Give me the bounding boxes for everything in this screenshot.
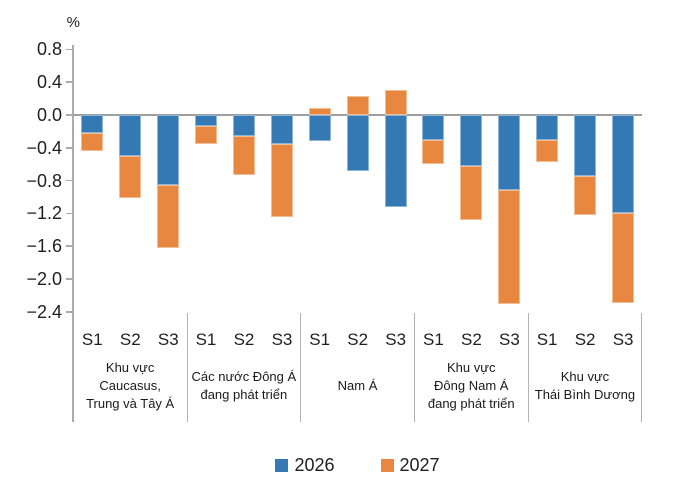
group-label-line: đang phát triển: [200, 387, 288, 402]
group-label-line: Khu vực: [105, 360, 155, 375]
x-axis-scenario-label: S2: [119, 330, 141, 349]
y-axis-tick: [66, 81, 73, 83]
bar-2026-segment: [498, 115, 521, 190]
legend-label: 2026: [294, 454, 335, 475]
bar-2027-segment: [346, 96, 369, 115]
y-axis-tick-label: −2.0: [26, 269, 62, 289]
y-axis-tick: [66, 179, 73, 182]
bar-2026-segment: [346, 115, 369, 171]
bar-2026-segment: [157, 115, 180, 185]
group-label-line: Thái Bình Dương: [534, 387, 636, 402]
y-axis-tick: [66, 48, 73, 51]
y-axis-tick: [66, 147, 73, 149]
bar-2026-segment: [422, 115, 445, 140]
y-axis-tick-label: 0.8: [36, 39, 62, 60]
group-label-line: Caucasus,: [99, 378, 161, 393]
legend-item-2026: 2026: [275, 454, 335, 476]
group-label-line: Nam Á: [337, 378, 378, 393]
y-axis-tick-label: −1.2: [26, 203, 62, 224]
x-axis-group-label: Nam Á: [301, 377, 415, 395]
bar-2027-segment: [233, 135, 255, 175]
group-separator: [527, 313, 529, 422]
bar-2027-segment: [574, 175, 597, 216]
y-axis-tick: [66, 311, 73, 313]
bar-2026-segment: [271, 115, 293, 144]
y-axis-unit-label: %: [66, 14, 80, 31]
legend: 2026 2027: [73, 452, 642, 478]
bar-2027-segment: [536, 139, 559, 162]
bar-2026-segment: [233, 115, 255, 136]
y-axis-tick: [66, 212, 73, 215]
group-separator: [300, 313, 302, 422]
legend-label: 2027: [399, 454, 440, 475]
x-axis-scenario-label: S3: [271, 330, 293, 349]
x-axis-scenario-label: S3: [612, 330, 634, 349]
bar-2026-segment: [195, 115, 217, 127]
legend-swatch-icon: [275, 458, 289, 472]
group-label-line: Khu vực: [560, 369, 610, 384]
y-axis-tick: [66, 114, 73, 116]
x-axis-group-label: Khu vực Caucasus, Trung và Tây Á: [73, 359, 187, 413]
bar-2027-segment: [498, 189, 521, 304]
bar-2026-segment: [574, 115, 597, 176]
group-separator: [186, 313, 188, 422]
y-axis-tick-label: −1.6: [26, 236, 62, 257]
bar-2026-segment: [536, 115, 559, 140]
y-axis-tick-label: −0.4: [26, 137, 62, 158]
group-label-line: Trung và Tây Á: [86, 396, 175, 411]
group-label-line: Đông Nam Á: [434, 378, 509, 393]
bar-2027-segment: [119, 156, 142, 198]
bar-2027-segment: [460, 165, 483, 220]
x-axis-scenario-label: S3: [385, 330, 407, 349]
legend-item-2027: 2027: [380, 454, 440, 476]
group-label-line: Các nước Đông Á: [191, 369, 297, 384]
bar-2026-segment: [81, 115, 104, 134]
y-axis-tick-label: −0.8: [26, 170, 62, 191]
bar-2026-segment: [612, 115, 635, 214]
x-axis-scenario-label: S3: [498, 330, 520, 349]
y-axis-tick: [66, 245, 73, 247]
x-axis-scenario-label: S2: [460, 330, 482, 349]
group-separator: [413, 313, 415, 422]
y-axis-tick: [66, 278, 73, 280]
bar-2026-segment: [384, 115, 407, 207]
y-axis-tick-label: 0.4: [36, 72, 62, 93]
bar-2027-segment: [271, 143, 293, 218]
group-label-line: Khu vực: [447, 360, 496, 375]
bar-2026-segment: [308, 115, 331, 142]
x-axis-scenario-label: S2: [347, 330, 369, 349]
x-axis-scenario-label: S2: [233, 330, 255, 349]
x-axis-group-label: Các nước Đông Á đang phát triển: [187, 368, 301, 404]
bar-2027-segment: [81, 133, 104, 152]
bar-2027-segment: [157, 184, 180, 248]
bar-2027-segment: [422, 139, 445, 165]
bar-2027-segment: [384, 90, 407, 115]
x-axis-scenario-label: S2: [574, 330, 596, 349]
y-axis-line: [72, 45, 74, 422]
x-axis-group-label: Khu vực Thái Bình Dương: [528, 368, 642, 404]
bar-2026-segment: [460, 115, 483, 166]
group-label-line: đang phát triển: [427, 396, 515, 411]
x-axis-scenario-label: S1: [195, 330, 217, 349]
x-axis-scenario-label: S1: [536, 330, 558, 349]
x-axis-scenario-label: S1: [81, 330, 103, 349]
y-axis-tick-label: 0.0: [36, 105, 62, 125]
legend-swatch-icon: [380, 458, 394, 472]
x-axis-scenario-label: S1: [309, 330, 331, 349]
bar-2027-segment: [195, 126, 217, 144]
bar-2027-segment: [308, 108, 331, 115]
y-axis-tick-label: −2.4: [26, 301, 62, 322]
bar-2026-segment: [119, 115, 142, 156]
x-axis-group-label: Khu vực Đông Nam Á đang phát triển: [414, 359, 528, 413]
x-axis-scenario-label: S3: [157, 330, 179, 349]
bar-2027-segment: [612, 213, 635, 303]
group-separator: [641, 313, 643, 422]
x-axis-scenario-label: S1: [422, 330, 444, 349]
